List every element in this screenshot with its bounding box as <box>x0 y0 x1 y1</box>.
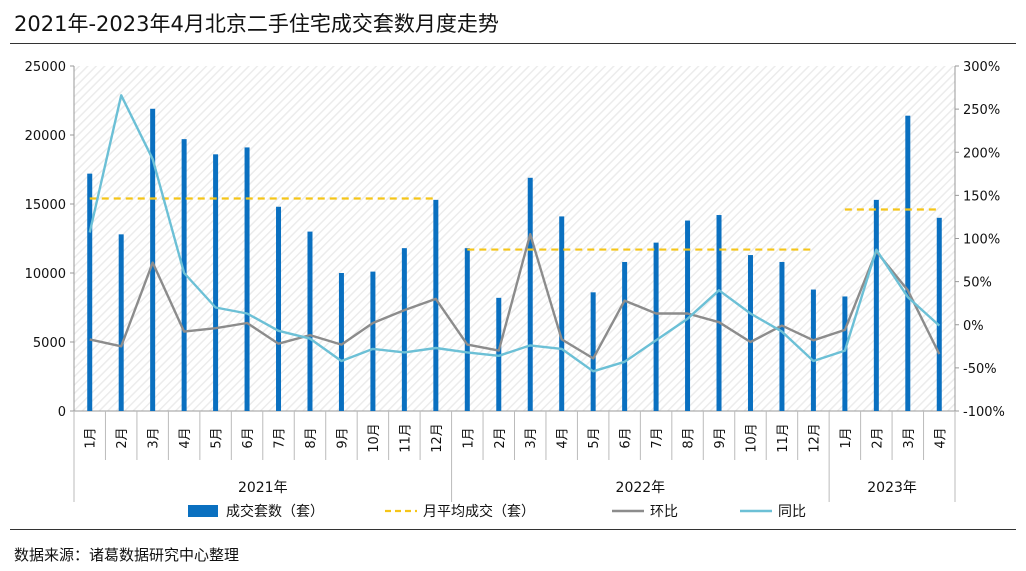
bar-sales <box>905 115 911 412</box>
x-category-label: 4月 <box>556 427 571 448</box>
x-group-label: 2023年 <box>867 480 917 496</box>
x-category-label: 2月 <box>493 427 508 448</box>
y-left-tick-label: 15000 <box>25 198 66 213</box>
yoy-line <box>88 94 941 373</box>
bar-sales <box>338 273 344 411</box>
x-category-label: 10月 <box>744 423 759 453</box>
title-divider <box>10 43 1016 44</box>
bar-sales <box>842 296 848 411</box>
x-category-label: 8月 <box>682 427 697 448</box>
x-category-label: 3月 <box>524 427 539 448</box>
chart-title: 2021年-2023年4月北京二手住宅成交套数月度走势 <box>14 12 499 36</box>
plot-background <box>74 66 955 411</box>
bottom-divider <box>10 529 1016 530</box>
y-right-tick-label: 0% <box>963 319 984 334</box>
x-category-label: 12月 <box>430 423 445 453</box>
bar-sales <box>433 199 439 411</box>
x-category-label: 9月 <box>335 427 350 448</box>
y-left-tick-label: 5000 <box>33 336 66 351</box>
bar-sales <box>87 173 93 411</box>
x-category-label: 11月 <box>776 423 791 453</box>
y-right-tick-label: 100% <box>963 233 1000 248</box>
legend-label: 同比 <box>778 504 806 520</box>
bar-sales <box>747 255 753 411</box>
legend-label: 成交套数（套） <box>226 503 324 520</box>
y-right-tick-label: 200% <box>963 146 1000 161</box>
bar-sales <box>244 147 250 412</box>
bar-sales <box>370 271 376 411</box>
x-category-label: 12月 <box>807 423 822 453</box>
x-category-label: 4月 <box>933 427 948 448</box>
bar-sales <box>276 206 282 411</box>
bar-sales <box>653 242 659 411</box>
legend-label: 环比 <box>650 504 678 520</box>
x-category-label: 7月 <box>650 427 665 448</box>
x-category-label: 6月 <box>619 427 634 448</box>
y-left-tick-label: 25000 <box>25 60 66 75</box>
bar-sales <box>622 261 628 411</box>
x-category-label: 2月 <box>115 427 130 448</box>
y-right-tick-label: 50% <box>963 276 992 291</box>
bar-sales <box>181 139 187 411</box>
bar-sales <box>810 289 816 411</box>
y-right-tick-label: 300% <box>963 60 1000 75</box>
x-category-label: 1月 <box>839 427 854 448</box>
x-group-label: 2022年 <box>616 480 666 496</box>
bar-sales <box>527 177 533 411</box>
x-category-label: 11月 <box>398 423 413 453</box>
x-category-label: 8月 <box>304 427 319 448</box>
x-category-label: 3月 <box>147 427 162 448</box>
x-category-label: 1月 <box>461 427 476 448</box>
y-right-tick-label: -100% <box>963 405 1005 420</box>
bar-sales <box>496 297 502 411</box>
bar-sales <box>590 292 596 411</box>
bar-sales <box>150 108 156 411</box>
y-left-tick-label: 0 <box>58 405 66 420</box>
x-category-label: 7月 <box>273 427 288 448</box>
x-category-label: 1月 <box>84 427 99 448</box>
x-category-label: 5月 <box>210 427 225 448</box>
bar-sales <box>464 248 470 411</box>
bar-sales <box>307 231 313 411</box>
x-category-label: 3月 <box>902 427 917 448</box>
bar-sales <box>936 217 942 411</box>
y-right-tick-label: 250% <box>963 103 1000 118</box>
data-source: 数据来源：诸葛数据研究中心整理 <box>14 546 240 564</box>
x-category-label: 5月 <box>587 427 602 448</box>
bar-sales <box>716 215 722 411</box>
bar-sales <box>685 220 691 411</box>
bar-sales <box>401 248 407 411</box>
bar-sales <box>779 261 785 411</box>
x-category-label: 9月 <box>713 427 728 448</box>
y-left-tick-label: 10000 <box>25 267 66 282</box>
y-right-tick-label: -50% <box>963 362 997 377</box>
x-category-label: 2月 <box>870 427 885 448</box>
x-category-label: 6月 <box>241 427 256 448</box>
bar-sales <box>213 154 219 411</box>
bar-sales <box>118 234 124 411</box>
mom-line <box>89 232 941 360</box>
x-group-label: 2021年 <box>238 480 288 496</box>
y-right-tick-label: 150% <box>963 189 1000 204</box>
bar-sales <box>559 216 565 411</box>
chart: 0 5000 10000 15000 20000 25000 -100% -50% 0% 50% 1… <box>25 60 1005 520</box>
legend-label: 月平均成交（套） <box>423 503 535 520</box>
y-left-tick-label: 20000 <box>25 129 66 144</box>
x-category-label: 10月 <box>367 423 382 453</box>
bar-sales <box>873 199 879 411</box>
legend-swatch-bar <box>188 505 218 517</box>
x-category-label: 4月 <box>178 427 193 448</box>
